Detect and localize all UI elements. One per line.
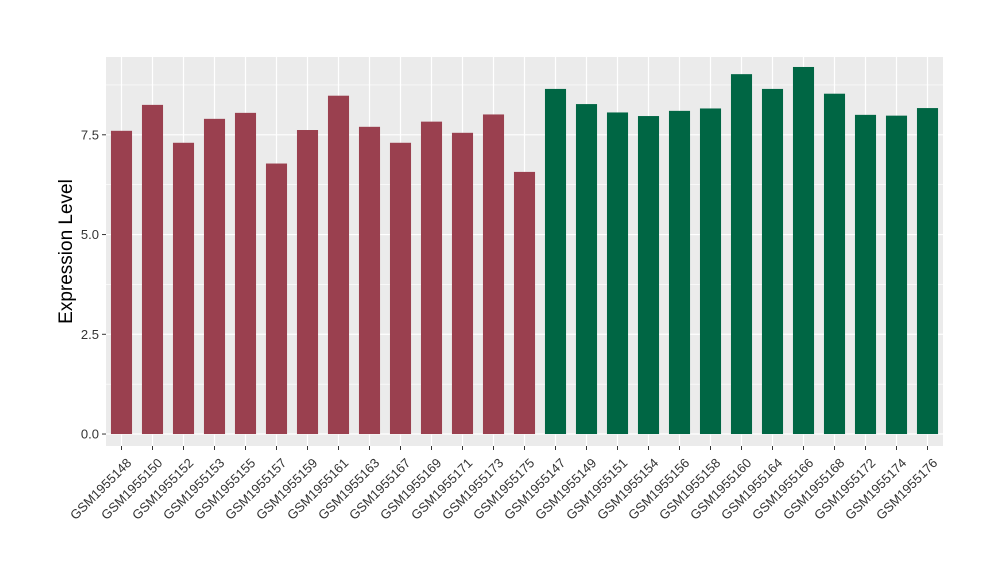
x-axis: GSM1955148GSM1955150GSM1955152GSM1955153… [67, 446, 940, 523]
bar-GSM1955151 [606, 112, 629, 435]
bar-GSM1955155 [234, 112, 257, 435]
y-axis-title: Expression Level [56, 179, 77, 324]
bar-GSM1955153 [203, 118, 226, 435]
bar-GSM1955166 [792, 66, 815, 435]
bar-GSM1955156 [668, 110, 691, 435]
y-axis: 0.0 2.5 5.0 7.5 [81, 127, 106, 442]
y-tick-label: 7.5 [81, 127, 99, 142]
bar-GSM1955154 [637, 116, 660, 435]
bar-GSM1955164 [761, 88, 784, 435]
bar-GSM1955172 [854, 114, 877, 435]
bar-GSM1955148 [110, 130, 133, 435]
bar-GSM1955175 [513, 171, 536, 435]
y-tick-label: 2.5 [81, 327, 99, 342]
bar-GSM1955174 [885, 115, 908, 435]
bar-GSM1955161 [327, 95, 350, 435]
bar-GSM1955158 [699, 108, 722, 435]
bar-GSM1955163 [358, 126, 381, 435]
bar-GSM1955149 [575, 104, 598, 435]
bars [110, 66, 939, 435]
bar-GSM1955176 [916, 108, 939, 435]
bar-GSM1955169 [420, 121, 443, 435]
bar-GSM1955168 [823, 93, 846, 435]
bar-GSM1955171 [451, 132, 474, 435]
bar-GSM1955150 [141, 104, 164, 435]
bar-GSM1955160 [730, 74, 753, 435]
bar-GSM1955173 [482, 114, 505, 435]
bar-GSM1955152 [172, 142, 195, 435]
bar-GSM1955159 [296, 130, 319, 435]
y-tick-label: 0.0 [81, 427, 99, 442]
bar-GSM1955167 [389, 142, 412, 435]
bar-GSM1955157 [265, 163, 288, 435]
y-tick-label: 5.0 [81, 227, 99, 242]
bar-GSM1955147 [544, 88, 567, 435]
